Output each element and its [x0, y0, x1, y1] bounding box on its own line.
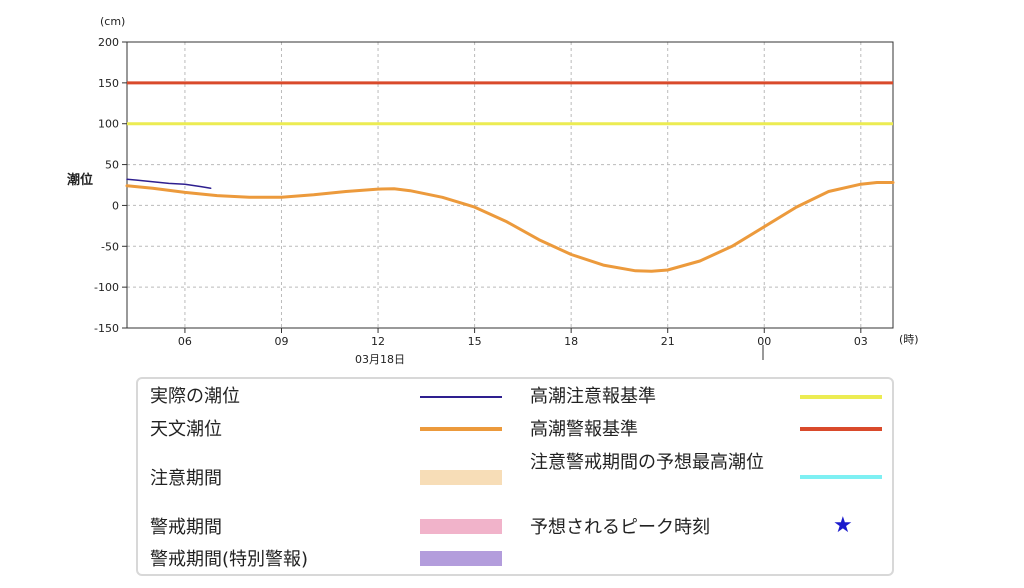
- legend-peak-time-star-icon: ★: [833, 513, 853, 538]
- x-tick-label: 18: [564, 335, 578, 348]
- grid-lines: [127, 42, 893, 328]
- x-tick-label: 00: [757, 335, 771, 348]
- x-tick-label: 09: [274, 335, 288, 348]
- x-unit-label: (時): [899, 333, 919, 346]
- y-tick-label: 50: [105, 159, 119, 172]
- series-lines: [125, 178, 895, 273]
- legend-actual-label: 実際の潮位: [150, 386, 240, 407]
- y-unit-label: (cm): [100, 15, 125, 28]
- x-tick-labels: 06 09 12 15 18 21 00 03: [178, 328, 868, 348]
- legend-astro-swatch: [420, 427, 502, 431]
- legend-peak-level-swatch: [800, 475, 882, 479]
- date-label: 03月18日: [355, 353, 405, 366]
- legend-warning-period-label: 警戒期間: [150, 517, 222, 538]
- y-tick-label: 150: [98, 77, 119, 90]
- legend-warning-period-swatch: [420, 519, 502, 534]
- tide-chart: 200 150 100 50 0 -50 -100 -150 06 09 12 15 18 21 00 03…: [67, 15, 919, 366]
- y-axis-label: 潮位: [67, 172, 93, 188]
- legend-peak-time-label: 予想されるピーク時刻: [530, 517, 710, 538]
- legend-astro-label: 天文潮位: [150, 419, 222, 440]
- y-tick-label: -50: [101, 240, 119, 253]
- legend-warning-std-label: 高潮警報基準: [530, 419, 638, 440]
- legend-warning-special-swatch: [420, 551, 502, 566]
- y-tick-label: 100: [98, 118, 119, 131]
- y-tick-labels: 200 150 100 50 0 -50 -100 -150: [94, 36, 127, 335]
- y-tick-label: -100: [94, 281, 119, 294]
- x-tick-label: 21: [661, 335, 675, 348]
- y-tick-label: 0: [112, 199, 119, 212]
- legend-caution-period-swatch: [420, 470, 502, 485]
- legend-peak-level-label: 注意警戒期間の予想最高潮位: [530, 452, 764, 473]
- series-line-astronomical: [125, 181, 895, 273]
- plot-frame: [126, 41, 894, 329]
- legend-actual-swatch: [420, 396, 502, 398]
- legend-caution-std-label: 高潮注意報基準: [530, 386, 656, 407]
- legend-caution-std-swatch: [800, 395, 882, 399]
- x-tick-label: 12: [371, 335, 385, 348]
- series-line-actual: [126, 178, 212, 190]
- threshold-lines: [127, 81, 893, 126]
- y-tick-label: 200: [98, 36, 119, 49]
- legend: 実際の潮位 天文潮位 注意期間 警戒期間 警戒期間(特別警報) 高潮注意報基準 …: [136, 377, 894, 576]
- legend-warning-special-label: 警戒期間(特別警報): [150, 549, 309, 570]
- x-tick-label: 06: [178, 335, 192, 348]
- legend-warning-std-swatch: [800, 427, 882, 431]
- x-tick-label: 15: [468, 335, 482, 348]
- y-tick-label: -150: [94, 322, 119, 335]
- x-tick-label: 03: [854, 335, 868, 348]
- legend-caution-period-label: 注意期間: [150, 468, 222, 489]
